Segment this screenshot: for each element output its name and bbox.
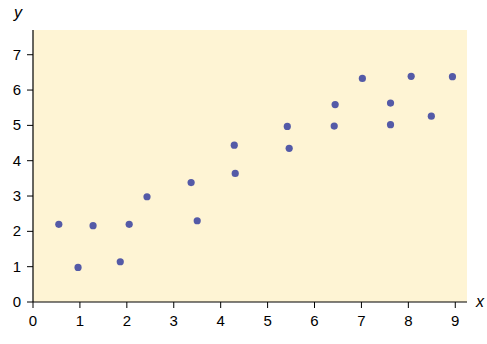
x-tick-label: 0: [29, 312, 37, 329]
x-tick-label: 4: [217, 312, 225, 329]
y-tick-label: 3: [13, 187, 21, 204]
y-tick-label: 1: [13, 258, 21, 275]
y-tick: [27, 90, 33, 91]
x-tick: [33, 302, 34, 308]
x-axis-label: x: [475, 293, 485, 310]
x-tick-label: 2: [123, 312, 131, 329]
point: [387, 100, 394, 107]
point: [117, 258, 124, 265]
y-tick: [27, 160, 33, 161]
y-tick-label: 5: [13, 116, 21, 133]
point: [428, 113, 435, 120]
x-tick: [126, 302, 127, 308]
x-tick: [361, 302, 362, 308]
point: [408, 73, 415, 80]
point: [143, 193, 150, 200]
point: [126, 221, 133, 228]
y-tick: [27, 231, 33, 232]
x-tick-label: 9: [451, 312, 459, 329]
point: [359, 75, 366, 82]
point: [231, 142, 238, 149]
x-tick-label: 8: [404, 312, 412, 329]
x-axis: [33, 301, 467, 302]
y-tick: [27, 54, 33, 55]
chart: 0 1 2 3 4 5 6 7 8 9 0 1 2 3 4 5 6 7 x y: [0, 0, 487, 344]
x-tick: [79, 302, 80, 308]
y-tick-label: 4: [13, 152, 21, 169]
x-tick: [455, 302, 456, 308]
point: [332, 101, 339, 108]
x-tick-label: 5: [263, 312, 271, 329]
point: [286, 145, 293, 152]
x-tick: [220, 302, 221, 308]
point: [89, 222, 96, 229]
x-tick: [267, 302, 268, 308]
x-tick-label: 6: [310, 312, 318, 329]
point: [74, 264, 81, 271]
point: [194, 217, 201, 224]
point: [232, 170, 239, 177]
y-tick-label: 0: [13, 293, 21, 310]
y-tick: [27, 196, 33, 197]
y-axis: [32, 30, 33, 302]
point: [55, 221, 62, 228]
points: [55, 73, 456, 271]
y-tick: [27, 266, 33, 267]
y-tick: [27, 302, 33, 303]
x-tick-label: 7: [357, 312, 365, 329]
x-tick-label: 1: [76, 312, 84, 329]
y-tick-label: 6: [13, 81, 21, 98]
point: [188, 179, 195, 186]
point: [284, 123, 291, 130]
y-tick: [27, 125, 33, 126]
x-tick: [408, 302, 409, 308]
point: [449, 73, 456, 80]
y-tick-label: 7: [13, 46, 21, 63]
plot-background: [33, 30, 467, 302]
x-tick: [173, 302, 174, 308]
y-axis-label: y: [13, 4, 23, 21]
point: [331, 122, 338, 129]
x-tick-label: 3: [170, 312, 178, 329]
x-tick: [314, 302, 315, 308]
point: [387, 121, 394, 128]
y-tick-label: 2: [13, 222, 21, 239]
